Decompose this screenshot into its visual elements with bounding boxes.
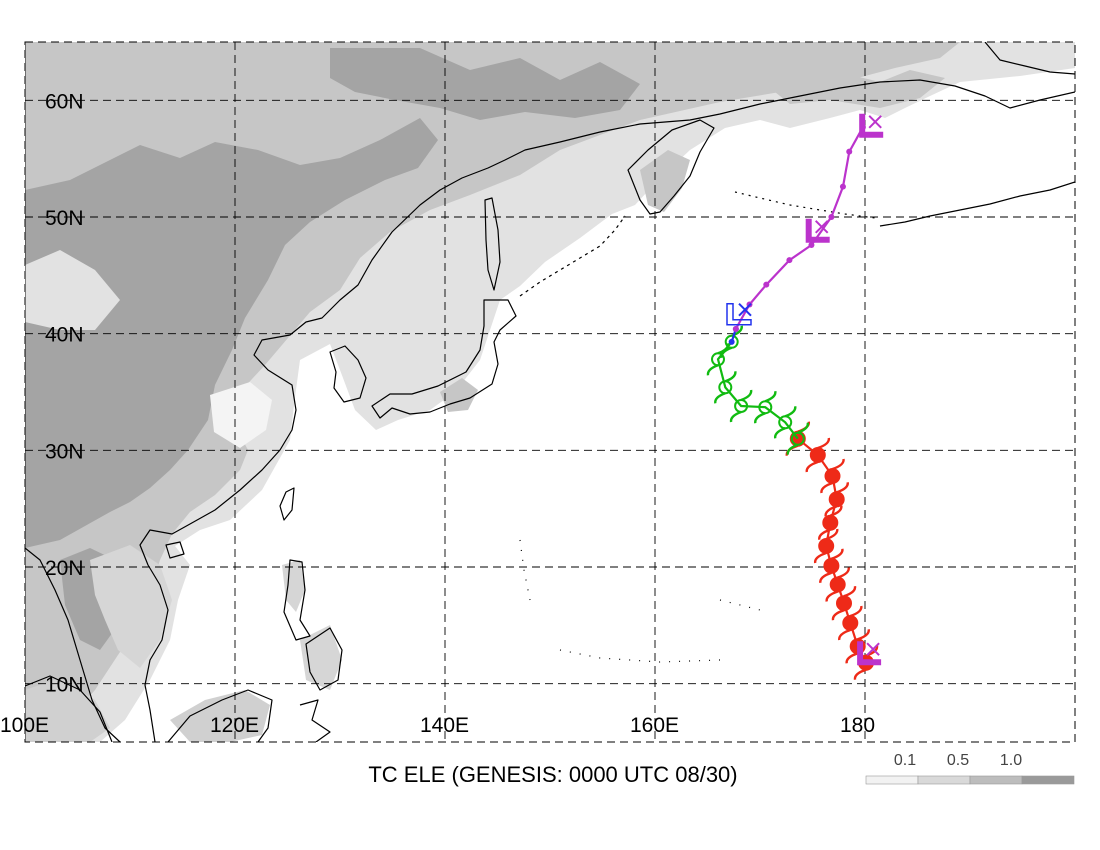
- coast-sumatra: [25, 675, 113, 742]
- coast-luzon: [283, 559, 311, 641]
- legend-swatch-1: [917, 775, 971, 785]
- hurricane-symbol: [825, 567, 850, 602]
- legend-label-2: 1.0: [1000, 752, 1022, 769]
- terrain-shading: [25, 42, 1075, 742]
- coast-asia-mainland: [25, 79, 1075, 742]
- terrain-mid-chukotka: [760, 70, 945, 108]
- coast-kurils: [519, 215, 626, 297]
- track-point-purple: [839, 183, 846, 190]
- hurricane-symbol: [819, 548, 844, 583]
- lon-tick-label: 100E: [0, 714, 49, 737]
- lat-tick-label: 20N: [45, 557, 84, 580]
- track-segment-purple: [734, 126, 864, 330]
- legend-label-0: 0.1: [894, 752, 916, 769]
- hurricane-symbol: [805, 437, 831, 473]
- lat-tick-label: 60N: [45, 90, 84, 113]
- track-point-purple: [808, 242, 815, 248]
- terrain-mid-kamchatka: [640, 150, 690, 212]
- lon-tick-label: 160E: [630, 714, 679, 737]
- terrain-dark-north: [330, 48, 640, 120]
- terrain-white-basin: [210, 382, 272, 448]
- track-point-purple: [846, 148, 853, 155]
- lon-tick-label: 120E: [210, 714, 259, 737]
- storm-track: [706, 113, 884, 680]
- coastlines: [25, 42, 1075, 742]
- hurricane-symbol: [838, 605, 863, 641]
- hurricane-symbol: [820, 458, 845, 494]
- stage-marker: [805, 218, 830, 243]
- stage-marker: [859, 113, 884, 138]
- lat-tick-label: 10N: [45, 674, 84, 697]
- terrain-light-philippines: [282, 560, 305, 612]
- coast-taiwan: [279, 487, 295, 521]
- shading-legend: 0.1 0.5 1.0: [865, 752, 1075, 785]
- terrain-white-tibet: [25, 250, 120, 330]
- track-point-purple: [732, 326, 739, 332]
- legend-swatch-3: [1021, 775, 1075, 785]
- hurricane-symbol: [813, 528, 839, 564]
- lat-tick-label: 40N: [45, 324, 84, 347]
- terrain-light-luzon-south: [300, 625, 342, 690]
- terrain-dark: [25, 118, 438, 548]
- legend-label-1: 0.5: [947, 752, 969, 769]
- stage-marker: [857, 641, 882, 666]
- track-point-purple: [786, 257, 793, 264]
- terrain-light-borneo: [170, 690, 270, 742]
- legend-swatch-0: [865, 775, 919, 785]
- terrain-light-indochina: [90, 545, 172, 668]
- lat-tick-label: 50N: [45, 207, 84, 230]
- lon-tick-label: 180: [840, 714, 875, 737]
- tropical-storm-symbol: [786, 422, 810, 455]
- hurricane-symbol: [824, 482, 849, 517]
- stage-marker: [726, 302, 752, 326]
- map-frame: [24, 41, 1076, 743]
- coast-hainan: [165, 541, 185, 559]
- tropical-storm-symbol: [773, 406, 797, 439]
- coast-sulawesi: [299, 699, 331, 742]
- coast-borneo: [167, 689, 273, 742]
- coast-kamchatka: [627, 119, 715, 215]
- track-segment-green: [716, 341, 799, 440]
- terrain-mid-japan: [440, 378, 478, 412]
- coast-sakhalin: [484, 197, 501, 291]
- legend-swatch-2: [969, 775, 1023, 785]
- coast-alaska: [879, 42, 1075, 227]
- track-point-blue: [728, 338, 735, 345]
- coast-pacific-islands: [519, 539, 761, 663]
- graticule: [25, 42, 1075, 742]
- tropical-storm-symbol: [754, 391, 777, 424]
- tropical-storm-symbol: [714, 371, 737, 404]
- hurricane-symbol: [831, 586, 857, 621]
- terrain-light-sumatra: [25, 678, 110, 742]
- coast-aleutians: [734, 191, 876, 219]
- tropical-storm-symbol: [706, 343, 730, 376]
- track-point-purple: [763, 281, 770, 288]
- coast-korea: [329, 345, 367, 403]
- tropical-storm-symbol: [729, 389, 753, 423]
- axis-labels: 100E 120E 140E 160E 180 10N 20N 30N 40N 50N 60N: [0, 90, 875, 737]
- map-title: TC ELE (GENESIS: 0000 UTC 08/30): [368, 762, 737, 787]
- lat-tick-label: 30N: [45, 440, 84, 463]
- coast-mindanao: [305, 627, 343, 691]
- hurricane-symbol: [818, 505, 843, 540]
- track-point-purple: [828, 214, 835, 220]
- lon-tick-label: 140E: [420, 714, 469, 737]
